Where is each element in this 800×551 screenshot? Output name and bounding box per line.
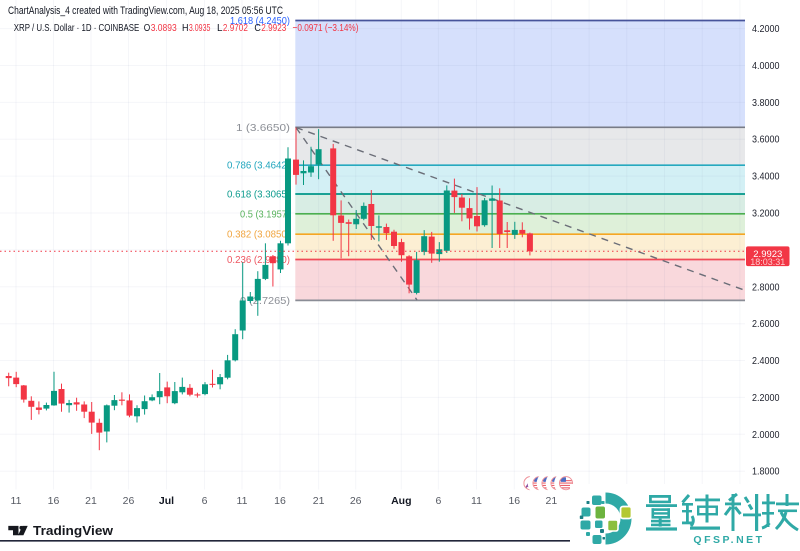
svg-text:3.8000: 3.8000 bbox=[752, 97, 780, 109]
svg-text:2.9923: 2.9923 bbox=[753, 249, 782, 260]
svg-text:ChartAnalysis_4 created with T: ChartAnalysis_4 created with TradingView… bbox=[8, 5, 283, 17]
svg-text:16: 16 bbox=[274, 495, 286, 507]
svg-text:−0.0971 (−3.14%): −0.0971 (−3.14%) bbox=[293, 22, 359, 34]
svg-text:0.382 (3.0850): 0.382 (3.0850) bbox=[227, 229, 290, 241]
svg-text:26: 26 bbox=[350, 495, 362, 507]
svg-text:2.9923: 2.9923 bbox=[261, 22, 286, 34]
svg-text:2.6000: 2.6000 bbox=[752, 318, 780, 330]
svg-text:1.618 (4.2450): 1.618 (4.2450) bbox=[230, 15, 290, 27]
svg-text:4.0000: 4.0000 bbox=[752, 60, 780, 72]
svg-text:6: 6 bbox=[435, 495, 441, 507]
svg-text:21: 21 bbox=[85, 495, 97, 507]
svg-text:21: 21 bbox=[313, 495, 325, 507]
svg-text:Jul: Jul bbox=[159, 495, 174, 507]
svg-text:16: 16 bbox=[508, 495, 520, 507]
svg-text:18:03:31: 18:03:31 bbox=[750, 257, 785, 267]
svg-text:3.2000: 3.2000 bbox=[752, 208, 780, 220]
svg-text:2.0000: 2.0000 bbox=[752, 429, 780, 441]
svg-text:2.4000: 2.4000 bbox=[752, 355, 780, 367]
svg-text:TradingView: TradingView bbox=[33, 524, 113, 538]
svg-text:3.6000: 3.6000 bbox=[752, 134, 780, 146]
svg-text:XRP / U.S. Dollar · 1D · COINB: XRP / U.S. Dollar · 1D · COINBASE bbox=[14, 22, 140, 34]
svg-text:O: O bbox=[144, 22, 151, 34]
svg-text:11: 11 bbox=[11, 495, 22, 507]
svg-text:21: 21 bbox=[546, 495, 558, 507]
svg-text:4.2000: 4.2000 bbox=[752, 23, 780, 35]
svg-text:16: 16 bbox=[48, 495, 60, 507]
svg-text:H: H bbox=[182, 22, 189, 34]
svg-text:Aug: Aug bbox=[391, 495, 411, 507]
svg-text:L: L bbox=[217, 22, 223, 34]
svg-text:11: 11 bbox=[471, 495, 482, 507]
svg-text:2.9702: 2.9702 bbox=[223, 22, 248, 34]
svg-text:1.8000: 1.8000 bbox=[752, 466, 780, 478]
svg-text:0.618 (3.3065): 0.618 (3.3065) bbox=[227, 189, 290, 201]
svg-text:3.0893: 3.0893 bbox=[151, 22, 177, 34]
svg-text:6: 6 bbox=[202, 495, 208, 507]
svg-text:0.786 (3.4642): 0.786 (3.4642) bbox=[227, 160, 290, 172]
svg-text:3.0935: 3.0935 bbox=[189, 22, 211, 34]
svg-text:2.8000: 2.8000 bbox=[752, 281, 780, 293]
svg-text:26: 26 bbox=[123, 495, 135, 507]
svg-text:1 (3.6650): 1 (3.6650) bbox=[236, 122, 290, 134]
svg-text:3.4000: 3.4000 bbox=[752, 171, 780, 183]
svg-text:0.5 (3.1957): 0.5 (3.1957) bbox=[240, 208, 290, 220]
svg-text:C: C bbox=[254, 22, 261, 34]
svg-text:11: 11 bbox=[237, 495, 248, 507]
svg-text:2.2000: 2.2000 bbox=[752, 392, 780, 404]
svg-text:QFSP.NET: QFSP.NET bbox=[693, 534, 764, 546]
